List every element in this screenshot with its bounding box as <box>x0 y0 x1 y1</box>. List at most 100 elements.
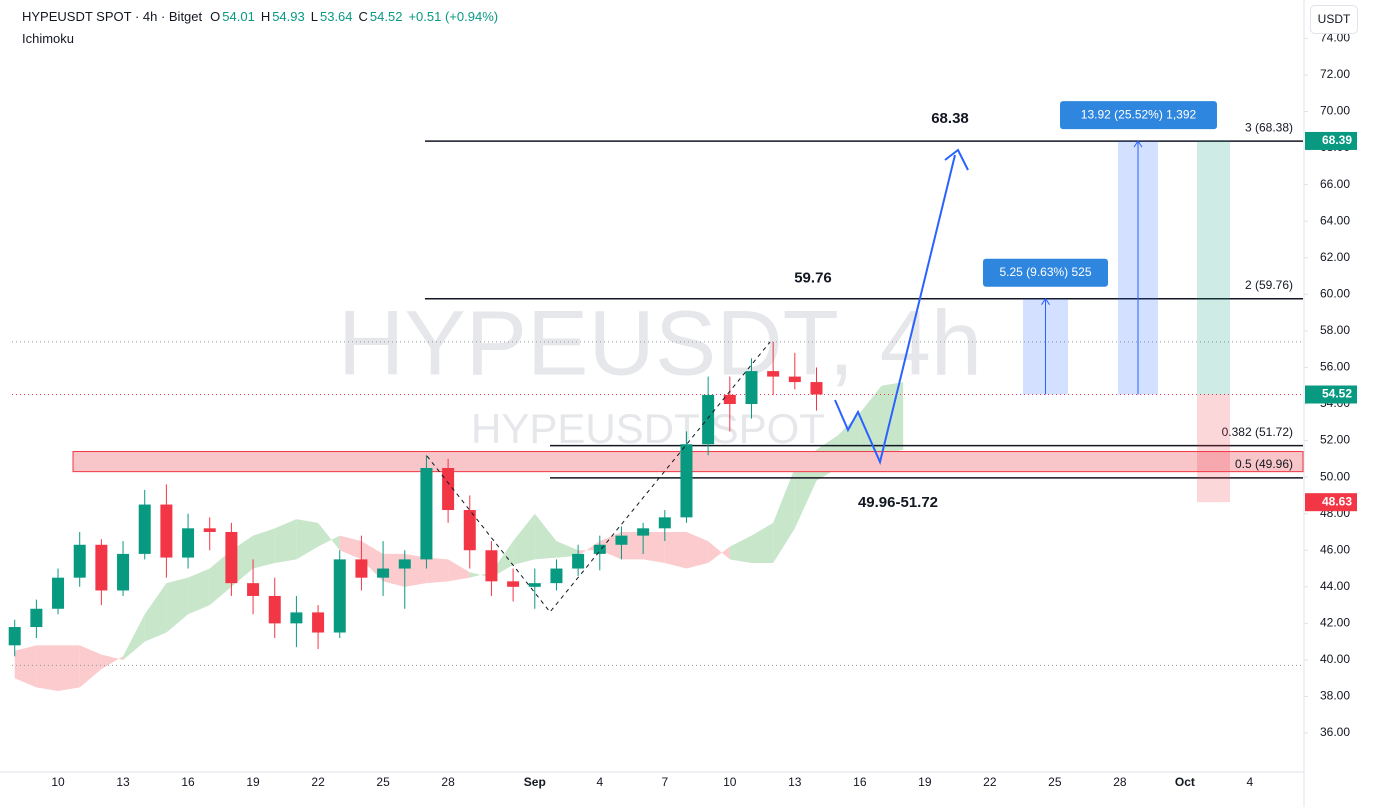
y-tick-label: 74.00 <box>1320 31 1350 45</box>
candle-body <box>73 544 86 578</box>
candle-body <box>138 504 151 554</box>
candle-body <box>788 376 801 383</box>
watermark-main: HYPEUSDT, 4h <box>338 292 982 394</box>
cloud-segment <box>708 541 730 564</box>
cloud-segment <box>534 513 557 560</box>
projection-label-bg <box>1060 101 1217 130</box>
axes-group: 36.0038.0040.0042.0044.0046.0048.0050.00… <box>51 31 1357 789</box>
watermark-group: HYPEUSDT, 4h HYPEUSDT SPOT <box>338 292 982 452</box>
cloud-segment <box>166 577 189 633</box>
fib-level-label: 3 (68.38) <box>1245 120 1293 134</box>
cloud-segment <box>14 645 37 688</box>
x-tick-label: 4 <box>596 775 603 789</box>
projection-path <box>834 154 956 466</box>
price-label: 68.39 <box>1322 133 1352 147</box>
candle-body <box>225 531 238 584</box>
ohlc-value: 54.93 <box>272 9 305 24</box>
y-tick-label: 58.00 <box>1320 323 1350 337</box>
y-tick-label: 46.00 <box>1320 542 1350 556</box>
projection-arrowhead <box>944 148 969 171</box>
candle-body <box>203 528 216 532</box>
cloud-segment <box>751 522 774 564</box>
x-tick-label: 13 <box>116 775 130 789</box>
x-tick-label: 10 <box>51 775 65 789</box>
y-tick-label: 62.00 <box>1320 250 1350 264</box>
candle-body <box>355 559 368 578</box>
candle-body <box>593 544 606 554</box>
stop-box <box>1197 394 1230 503</box>
cloud-segment <box>36 645 59 692</box>
candle-body <box>398 559 411 569</box>
candle-body <box>377 568 390 578</box>
fib-level-label: 2 (59.76) <box>1245 278 1293 292</box>
candle-body <box>117 553 130 591</box>
drawings-group <box>426 148 969 613</box>
price-label-bg <box>1305 385 1357 404</box>
candle-body <box>182 528 195 558</box>
cloud-segment <box>426 557 449 584</box>
cloud-segment <box>274 519 297 564</box>
cloud-segment <box>686 531 709 569</box>
y-tick-label: 64.00 <box>1320 213 1350 227</box>
candle-body <box>312 612 325 633</box>
cloud-segment <box>318 522 340 551</box>
projection-arrow-head <box>1041 297 1050 305</box>
currency-button[interactable]: USDT <box>1310 5 1358 34</box>
candle-body <box>658 517 671 529</box>
candle-body <box>767 371 780 377</box>
cloud-segment <box>664 531 687 569</box>
symbol: HYPEUSDT SPOT · 4h · Bitget <box>22 9 203 24</box>
candle-body <box>528 583 541 587</box>
y-tick-label: 38.00 <box>1320 689 1350 703</box>
y-tick-label: 44.00 <box>1320 579 1350 593</box>
cloud-segment <box>469 572 492 578</box>
x-tick-label: 25 <box>1048 775 1062 789</box>
x-tick-label: Oct <box>1175 775 1195 789</box>
price-label: 48.63 <box>1322 494 1352 508</box>
cloud-segment <box>144 583 167 642</box>
ohlc-key: L <box>310 9 318 24</box>
watermark-sub: HYPEUSDT SPOT <box>471 405 825 452</box>
cloud-segment <box>253 528 275 569</box>
candles-group <box>8 341 823 657</box>
candle-body <box>745 371 758 405</box>
cloud-segment <box>101 654 124 670</box>
candle-body <box>680 444 693 518</box>
cloud-segment <box>513 513 535 565</box>
candle-body <box>637 528 650 536</box>
candle-body <box>247 583 260 596</box>
projection-label: 5.25 (9.63%) 525 <box>999 265 1091 279</box>
legend-header: HYPEUSDT SPOT · 4h · Bitget O 54.01 H 54.93 L… <box>22 9 500 24</box>
x-tick-label: 28 <box>1113 775 1127 789</box>
ohlc-key: O <box>210 9 221 24</box>
y-tick-label: 56.00 <box>1320 360 1350 374</box>
candle-body <box>160 504 173 558</box>
candle-body <box>30 608 43 628</box>
cloud-segment <box>79 645 102 688</box>
candle-body <box>8 627 21 646</box>
levels-group: 3 (68.38) 2 (59.76) 0.382 (51.72) 0.5 (49.9… <box>12 110 1303 666</box>
candle-body <box>52 577 65 609</box>
ohlc-key: C <box>358 9 368 24</box>
candle-body <box>615 535 628 545</box>
price-label-bg <box>1305 131 1357 150</box>
price-label: 54.52 <box>1322 387 1352 401</box>
y-tick-label: 66.00 <box>1320 177 1350 191</box>
x-tick-label: 28 <box>441 775 455 789</box>
x-tick-label: 16 <box>853 775 867 789</box>
candle-body <box>810 382 823 395</box>
x-tick-label: 25 <box>376 775 390 789</box>
y-tick-label: 40.00 <box>1320 652 1350 666</box>
cloud-segment <box>188 568 210 615</box>
candle-body <box>442 467 455 511</box>
x-tick-label: 4 <box>1247 775 1254 789</box>
x-tick-label: 7 <box>661 775 668 789</box>
cloud-segment <box>58 645 80 692</box>
cloud-segment <box>448 559 470 582</box>
fib-level-label: 0.5 (49.96) <box>1235 457 1293 471</box>
candle-body <box>702 394 715 445</box>
cloud-segment <box>339 535 362 560</box>
y-tick-label: 50.00 <box>1320 469 1350 483</box>
